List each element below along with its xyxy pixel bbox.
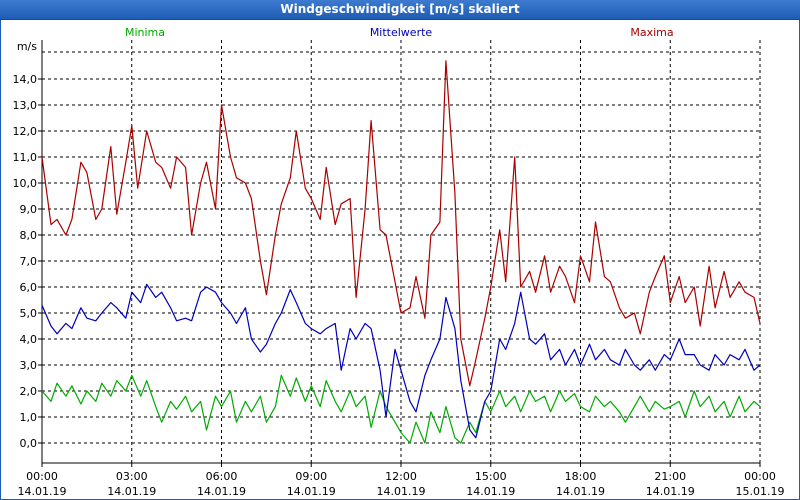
x-tick-date: 14.01.19 xyxy=(287,485,336,498)
y-tick-label: 3,0 xyxy=(20,359,38,372)
y-axis-label: m/s xyxy=(17,40,37,53)
y-tick-label: 13,0 xyxy=(13,99,38,112)
y-tick-label: 4,0 xyxy=(20,333,38,346)
y-tick-label: 0,0 xyxy=(20,437,38,450)
y-tick-label: 8,0 xyxy=(20,229,38,242)
y-tick-label: 10,0 xyxy=(13,177,38,190)
labels: 0,0 1,0 2,0 3,0 4,0 5,0 6,0 7,0 8,0 9,0 10,0 11,0 12… xyxy=(13,26,785,498)
x-tick-time: 09:00 xyxy=(295,470,327,483)
x-tick-date: 14.01.19 xyxy=(646,485,695,498)
legend-maxima: Maxima xyxy=(630,26,673,39)
y-tick-label: 12,0 xyxy=(13,125,38,138)
y-tick-label: 2,0 xyxy=(20,385,38,398)
grid xyxy=(38,40,761,467)
x-tick-time: 18:00 xyxy=(565,470,597,483)
x-tick-date: 15.01.19 xyxy=(736,485,785,498)
x-tick-time: 15:00 xyxy=(475,470,507,483)
x-tick-time: 06:00 xyxy=(206,470,238,483)
y-tick-label: 6,0 xyxy=(20,281,38,294)
x-tick-time: 00:00 xyxy=(744,470,776,483)
series-minima-line xyxy=(41,374,761,444)
x-tick-time: 00:00 xyxy=(26,470,58,483)
x-tick-date: 14.01.19 xyxy=(107,485,156,498)
y-tick-label: 9,0 xyxy=(20,203,38,216)
series-mittelwerte-line xyxy=(41,283,761,439)
x-tick-time: 12:00 xyxy=(385,470,417,483)
y-tick-label: 1,0 xyxy=(20,411,38,424)
x-tick-date: 14.01.19 xyxy=(18,485,67,498)
y-tick-label: 11,0 xyxy=(13,151,38,164)
x-tick-time: 03:00 xyxy=(116,470,148,483)
window-title: Windgeschwindigkeit [m/s] skaliert xyxy=(280,2,520,16)
y-tick-label: 5,0 xyxy=(20,307,38,320)
title-bar: Windgeschwindigkeit [m/s] skaliert xyxy=(0,0,800,20)
x-tick-date: 14.01.19 xyxy=(556,485,605,498)
series-maxima-line xyxy=(41,60,761,387)
legend-mittelwerte: Mittelwerte xyxy=(370,26,433,39)
y-tick-label: 14,0 xyxy=(13,73,38,86)
series-layer xyxy=(41,60,761,444)
x-tick-time: 21:00 xyxy=(654,470,686,483)
x-tick-date: 14.01.19 xyxy=(197,485,246,498)
x-tick-date: 14.01.19 xyxy=(377,485,426,498)
x-tick-date: 14.01.19 xyxy=(466,485,515,498)
y-tick-label: 7,0 xyxy=(20,255,38,268)
legend-minima: Minima xyxy=(125,26,165,39)
